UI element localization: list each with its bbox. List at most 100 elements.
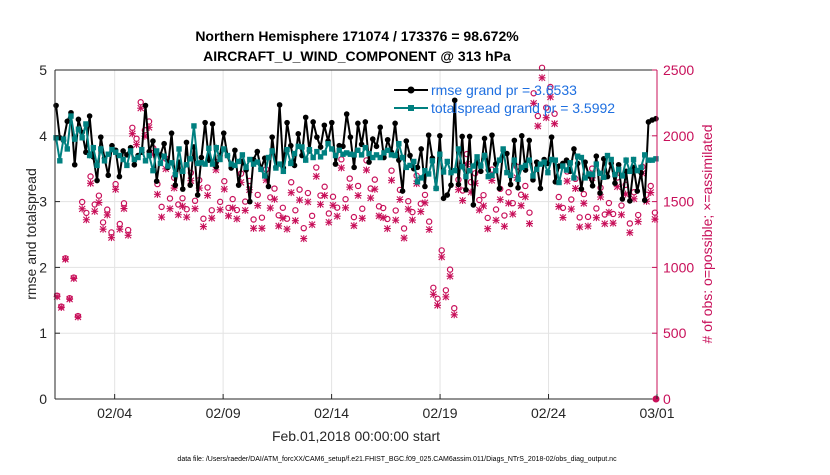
obs-assimilated-marker (212, 166, 220, 174)
obs-assimilated-marker (517, 202, 525, 210)
series-point-spread (500, 146, 506, 152)
series-point-rmse (321, 122, 328, 129)
series-point-spread (291, 150, 298, 157)
legend-spread-label: totalspread grand pr = 3.5992 (431, 100, 615, 116)
obs-assimilated-marker (308, 221, 316, 229)
series-point-spread (645, 157, 652, 163)
obs-possible-marker (651, 209, 659, 216)
series-point-spread (533, 166, 540, 173)
obs-possible-marker (379, 204, 387, 212)
obs-assimilated-marker (241, 206, 249, 214)
obs-assimilated-marker (609, 219, 617, 227)
obs-possible-marker (476, 196, 483, 204)
series-point-rmse (403, 138, 410, 144)
data-file-footer: data file: /Users/raeder/DAI/ATM_forcXX/… (177, 456, 617, 463)
x-axis-label: Feb.01,2018 00:00:00 start (272, 428, 440, 444)
obs-possible-marker (359, 205, 366, 212)
obs-assimilated-marker (417, 208, 425, 216)
obs-assimilated-marker (371, 185, 379, 193)
series-point-spread (314, 148, 320, 155)
series-point-rmse (265, 183, 272, 190)
series-point-rmse (116, 173, 123, 180)
series-point-spread (269, 148, 275, 154)
obs-assimilated-marker (216, 206, 224, 214)
series-point-spread (608, 156, 614, 163)
obs-assimilated-marker (634, 218, 642, 226)
obs-possible-marker (400, 225, 408, 232)
series-point-rmse (641, 197, 648, 204)
obs-assimilated-marker (107, 234, 115, 242)
obs-possible-marker (446, 266, 454, 273)
series-point-spread (370, 154, 376, 161)
obs-assimilated-marker (630, 195, 638, 203)
obs-possible-marker (584, 213, 592, 221)
y-axis-right-label: # of obs: o=possible; ×=assimilated (699, 124, 715, 343)
series-point-rmse (302, 114, 309, 121)
obs-possible-marker (99, 219, 107, 226)
obs-assimilated-marker (383, 225, 391, 233)
obs-assimilated-marker (551, 120, 559, 128)
series-point-spread (604, 152, 611, 159)
series-point-spread (463, 173, 469, 180)
series-point-spread (504, 169, 510, 176)
obs-assimilated-marker (626, 229, 634, 237)
series-point-spread (440, 169, 447, 175)
obs-assimilated-marker (480, 202, 488, 210)
series-point-rmse (571, 146, 577, 152)
series-point-rmse (448, 182, 454, 188)
series-point-rmse (582, 159, 588, 165)
obs-assimilated-marker (153, 190, 161, 198)
obs-assimilated-marker (170, 184, 178, 192)
series-point-spread (265, 154, 272, 161)
series-point-spread (381, 150, 387, 156)
obs-assimilated-marker (538, 74, 546, 82)
obs-assimilated-marker (388, 176, 396, 184)
series-point-spread (165, 163, 171, 169)
series-point-spread (139, 146, 145, 153)
obs-assimilated-marker (521, 193, 529, 201)
obs-assimilated-marker (434, 301, 442, 309)
obs-assimilated-marker (270, 195, 278, 203)
obs-assimilated-marker (454, 186, 462, 194)
obs-possible-marker (451, 304, 458, 312)
obs-possible-marker (367, 185, 374, 192)
obs-assimilated-marker (91, 207, 99, 215)
series-point-spread (258, 166, 264, 173)
obs-assimilated-marker (99, 225, 107, 233)
series-point-spread (347, 151, 354, 157)
series-point-spread (522, 162, 529, 169)
series-point-spread (612, 171, 618, 178)
series-point-spread (325, 140, 331, 147)
obs-assimilated-marker (120, 205, 128, 213)
series-point-spread (105, 151, 111, 157)
obs-assimilated-marker (312, 172, 320, 180)
obs-assimilated-marker (475, 206, 483, 214)
obs-assimilated-marker (57, 304, 65, 312)
series-point-rmse (444, 192, 451, 198)
series-point-rmse (105, 172, 112, 179)
series-point-spread (142, 158, 149, 164)
series-point-spread (247, 156, 253, 163)
obs-possible-marker (576, 214, 583, 221)
obs-assimilated-marker (116, 225, 124, 233)
series-point-spread (131, 156, 138, 163)
obs-possible-marker (480, 191, 487, 199)
obs-assimilated-marker (179, 202, 187, 210)
series-point-spread (642, 152, 648, 158)
series-point-spread (340, 151, 346, 157)
obs-possible-marker (551, 110, 558, 117)
series-point-spread (493, 167, 499, 174)
series-point-spread (187, 156, 193, 162)
obs-assimilated-marker (287, 189, 295, 197)
series-point-rmse (437, 133, 443, 139)
obs-assimilated-marker (329, 201, 337, 209)
obs-possible-marker (83, 209, 90, 217)
obs-possible-marker (204, 184, 211, 191)
series-point-rmse (612, 180, 618, 186)
obs-assimilated-marker (559, 214, 567, 222)
obs-possible-marker (321, 183, 328, 190)
obs-possible-marker (371, 176, 379, 183)
series-point-spread (295, 143, 301, 150)
series-point-rmse (489, 132, 495, 138)
series-point-rmse (399, 188, 406, 194)
